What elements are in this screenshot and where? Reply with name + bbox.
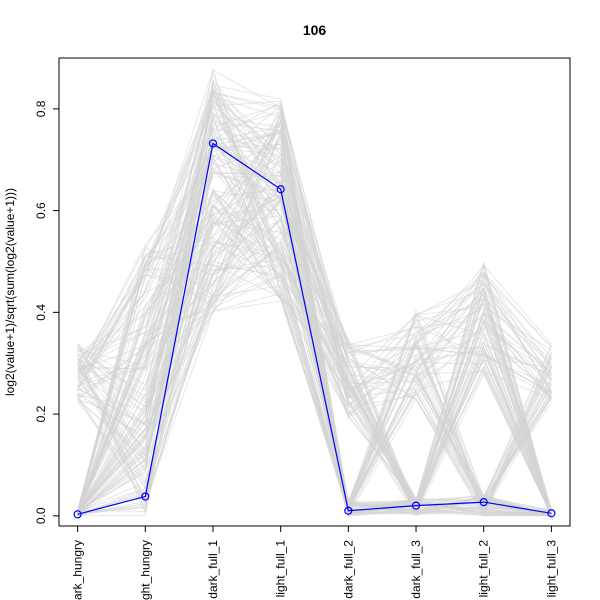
background-profile-line — [77, 231, 552, 378]
data-point — [411, 501, 421, 510]
background-profile-line — [77, 260, 552, 516]
background-profile-line — [77, 170, 552, 516]
x-tick-label: dark_full_1 — [206, 540, 220, 599]
background-profile-line — [77, 180, 552, 517]
background-profile-line — [77, 117, 552, 516]
x-tick-label: dark_full_2 — [341, 540, 355, 599]
background-profile-line — [77, 248, 552, 516]
background-profile-line — [77, 142, 552, 512]
x-tick-label: light_full_1 — [274, 540, 288, 598]
y-axis-label: log2(value+1)/sqrt(sum(log2(value+1))) — [3, 188, 17, 396]
y-tick-label: 0.4 — [34, 304, 48, 321]
x-tick-label: dark_full_3 — [409, 540, 423, 599]
y-axis: 0.0 0.2 0.4 0.6 0.8 — [34, 100, 59, 524]
background-profile-line — [77, 104, 552, 516]
y-tick-label: 0.8 — [34, 100, 48, 117]
background-profile-line — [77, 91, 552, 513]
y-tick-label: 0.2 — [34, 405, 48, 422]
x-tick-label: light_hungry — [138, 540, 152, 600]
background-profile-line — [77, 163, 552, 516]
background-profile-line — [77, 136, 552, 511]
series-line — [77, 142, 552, 515]
background-profile-line — [77, 200, 552, 516]
plot-frame — [58, 57, 571, 527]
x-tick-label: dark_hungry — [71, 540, 85, 600]
x-tick-label: light_full_2 — [477, 540, 491, 598]
y-tick-label: 0.0 — [34, 507, 48, 524]
data-point — [208, 139, 218, 148]
data-point — [547, 509, 556, 518]
data-point — [73, 510, 82, 519]
data-point — [479, 497, 488, 507]
chart-title: 106 — [303, 22, 327, 38]
data-point — [344, 506, 353, 515]
background-profile-line — [77, 218, 552, 516]
background-profile-line — [77, 105, 552, 517]
data-point — [276, 185, 285, 194]
y-tick-label: 0.6 — [34, 202, 48, 219]
data-point — [141, 492, 150, 501]
highlighted-series — [73, 139, 556, 519]
x-axis: dark_hungry light_hungry dark_full_1 light_… — [71, 526, 558, 600]
background-profile-line — [77, 172, 552, 516]
x-tick-label: light_full_3 — [544, 540, 558, 598]
background-profile-line — [77, 275, 552, 517]
